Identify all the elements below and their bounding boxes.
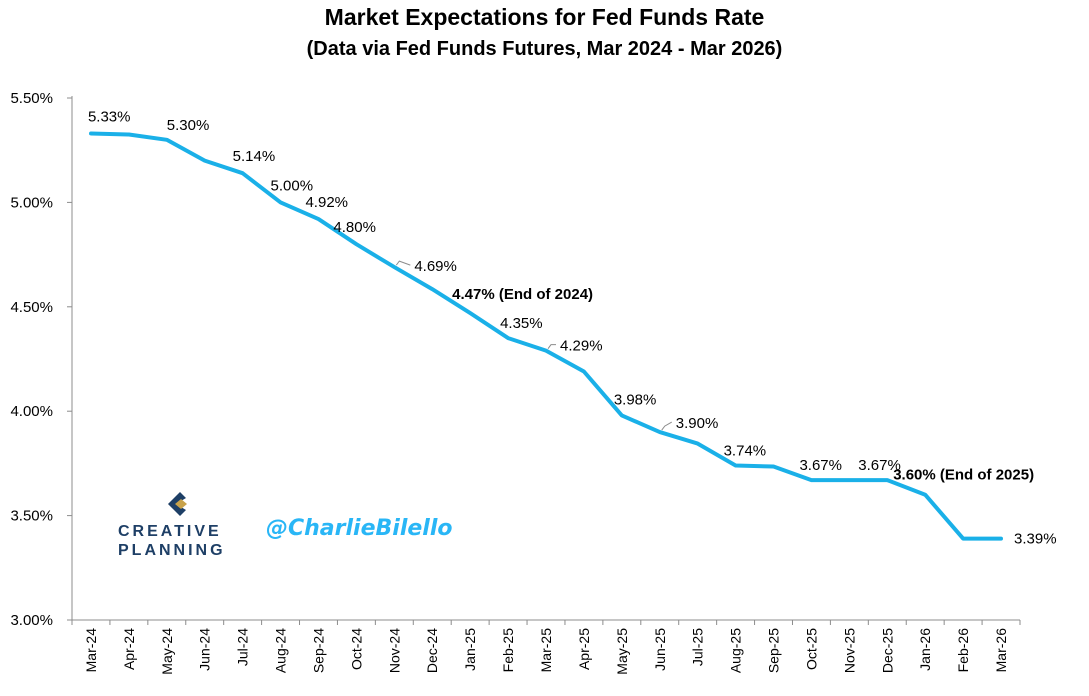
logo-text-line1: CREATIVE: [118, 523, 222, 540]
x-tick-label: Dec-24: [424, 628, 440, 673]
data-label: 5.00%: [271, 177, 314, 194]
data-point: [279, 200, 283, 204]
data-point: [354, 242, 358, 246]
data-point: [468, 311, 472, 315]
chart-title: Market Expectations for Fed Funds Rate: [324, 4, 765, 30]
data-point: [696, 442, 700, 446]
data-labels: 5.33% 5.30% 5.14% 5.00%4.92% 4.80% 4.69% 4.47%…: [88, 108, 1057, 547]
x-tick-label: Dec-25: [879, 628, 895, 673]
x-tick-label: Sep-24: [310, 628, 326, 673]
data-point: [203, 159, 207, 163]
data-point: [658, 430, 662, 434]
data-label: 3.67%: [858, 457, 901, 474]
series-line-group: [89, 131, 1003, 541]
x-axis-ticks: Mar-24 Apr-24 May-24 Jun-24 Jul-24 Aug-24 Sep-…: [71, 620, 1021, 675]
creative-planning-c-logo-icon: [168, 492, 187, 516]
y-tick-label: 4.50%: [10, 299, 53, 316]
x-tick-label: Feb-25: [500, 628, 516, 673]
x-tick-label: Mar-25: [538, 628, 554, 673]
x-tick-label: Feb-26: [955, 628, 971, 673]
data-point: [89, 131, 93, 135]
x-tick-label: Oct-25: [803, 628, 819, 670]
data-point: [392, 265, 396, 269]
x-tick-label: Jul-24: [235, 628, 251, 666]
data-point: [772, 465, 776, 469]
y-axis-ticks: 3.00% 3.50% 4.00% 4.50% 5.00% 5.50%: [10, 90, 72, 629]
data-point: [999, 537, 1003, 541]
data-label: 3.39%: [1014, 531, 1057, 548]
data-point: [506, 336, 510, 340]
data-point: [544, 349, 548, 353]
data-point: [847, 478, 851, 482]
data-point: [809, 478, 813, 482]
label-leader-line: [661, 421, 673, 431]
x-tick-label: Nov-25: [841, 628, 857, 673]
x-tick-label: Jun-24: [197, 628, 213, 671]
data-point: [127, 133, 131, 137]
x-tick-label: Jan-25: [462, 628, 478, 671]
x-tick-label: Sep-25: [766, 628, 782, 673]
logo-text-line2: PLANNING: [118, 542, 226, 559]
data-point: [241, 171, 245, 175]
x-tick-label: Jun-25: [652, 628, 668, 671]
data-label: 3.74%: [724, 442, 767, 459]
data-point: [316, 217, 320, 221]
x-tick-label: Jul-25: [690, 628, 706, 666]
x-tick-label: May-25: [614, 628, 630, 675]
data-label: 5.33%: [88, 108, 131, 125]
data-point: [620, 413, 624, 417]
data-label: 4.35%: [500, 315, 543, 332]
data-label: 5.30%: [167, 117, 210, 134]
label-leader-lines: [395, 260, 673, 431]
data-label: 4.29%: [560, 338, 603, 355]
x-tick-label: May-24: [159, 628, 175, 675]
data-label: 3.98%: [614, 391, 657, 408]
data-label: 4.92%: [305, 194, 348, 211]
data-point: [961, 537, 965, 541]
y-tick-label: 3.00%: [10, 612, 53, 629]
data-point: [734, 463, 738, 467]
y-tick-label: 5.50%: [10, 90, 53, 107]
data-label: 3.60% (End of 2025): [893, 467, 1034, 484]
x-tick-label: Jan-26: [917, 628, 933, 671]
chart-axes: [71, 96, 1020, 621]
data-label: 3.67%: [799, 457, 842, 474]
series-line: [89, 131, 1003, 541]
watermark-handle: @CharlieBilello: [266, 516, 453, 541]
data-point: [165, 138, 169, 142]
x-tick-label: Oct-24: [348, 628, 364, 670]
data-point: [582, 370, 586, 374]
y-tick-label: 4.00%: [10, 403, 53, 420]
data-label: 4.69%: [414, 258, 457, 275]
x-tick-label: Mar-24: [83, 628, 99, 673]
data-label: 4.47% (End of 2024): [452, 286, 593, 303]
data-label: 5.14%: [233, 148, 276, 165]
x-tick-label: Aug-25: [728, 628, 744, 673]
x-tick-label: Nov-24: [386, 628, 402, 673]
data-point: [885, 478, 889, 482]
x-tick-label: Aug-24: [273, 628, 289, 673]
chart-subtitle: (Data via Fed Funds Futures, Mar 2024 - …: [306, 38, 783, 60]
label-leader-line: [395, 260, 411, 266]
label-leader-line: [547, 344, 556, 349]
y-tick-label: 3.50%: [10, 508, 53, 525]
x-tick-label: Apr-25: [576, 628, 592, 670]
x-tick-label: Apr-24: [121, 628, 137, 670]
data-label: 4.80%: [333, 219, 376, 236]
creative-planning-logo: CREATIVE PLANNING: [118, 486, 248, 560]
y-tick-label: 5.00%: [10, 194, 53, 211]
x-tick-label: Mar-26: [993, 628, 1009, 673]
data-point: [923, 493, 927, 497]
data-label: 3.90%: [676, 415, 719, 432]
data-point: [430, 287, 434, 291]
